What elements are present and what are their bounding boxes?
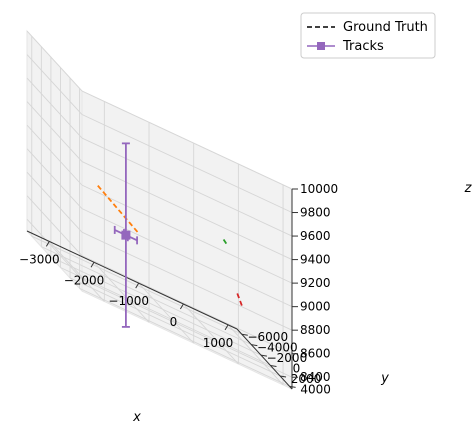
x-tick-label: 1000 (203, 336, 234, 350)
z-grid-line-left (26, 218, 83, 280)
z-grid-line-left (26, 171, 83, 233)
x-tick-mark (90, 262, 95, 268)
x-tick-mark (45, 241, 50, 247)
z-tick-label: 9800 (300, 206, 331, 220)
z-tick-label: 9600 (300, 229, 331, 243)
y-tick-mark (289, 385, 296, 388)
grid-lines (26, 30, 293, 387)
z-grid-line-back (81, 255, 293, 355)
legend: Ground Truth Tracks (300, 12, 436, 59)
y-grid-line-floor (41, 246, 252, 346)
z-grid-line-left (26, 101, 83, 162)
z-grid-line-back (81, 90, 293, 190)
z-tick-label: 8400 (300, 370, 331, 384)
y-tick-label: −2000 (267, 351, 308, 365)
ground-truth-line (97, 185, 140, 235)
z-grid-line-left (26, 148, 83, 209)
z-grid-line-left (26, 195, 83, 257)
legend-tracks-marker (317, 42, 325, 50)
y-tick-label: 2000 (291, 372, 322, 386)
y-tick-mark (260, 354, 267, 357)
z-grid-line-back (81, 137, 293, 237)
data-series (97, 142, 243, 328)
z-grid-line-back (81, 114, 293, 213)
z-grid-line-left (26, 77, 83, 139)
x-tick-mark (224, 324, 229, 331)
legend-tracks-label: Tracks (342, 39, 384, 54)
y-grid-line-floor (50, 256, 262, 356)
y-tick-label: −6000 (247, 330, 288, 344)
y-axis-line (236, 328, 293, 390)
y-tick-label: −4000 (257, 341, 298, 355)
y-tick-mark (241, 333, 248, 336)
x-tick-label: 0 (170, 315, 178, 329)
x-grid-line-floor (49, 241, 105, 302)
x-tick-label: −3000 (19, 252, 60, 266)
legend-ground-truth-label: Ground Truth (343, 20, 428, 35)
y-axis-label: y (380, 371, 389, 386)
x-grid-line-floor (138, 282, 195, 344)
track-marker (121, 230, 131, 240)
x-grid-line-floor (183, 303, 239, 365)
x-tick-label: −1000 (108, 294, 149, 308)
y-grid-line-floor (60, 267, 271, 366)
z-tick-label: 9400 (300, 253, 331, 267)
z-grid-line-left (26, 124, 83, 186)
y-grid-line-floor (69, 277, 281, 377)
y-tick-mark (279, 375, 287, 378)
z-grid-line-back (81, 278, 293, 378)
x-grid-line-floor (93, 261, 150, 323)
z-tick-label: 10000 (300, 182, 338, 196)
z-tick-label: 9000 (300, 300, 331, 314)
axis-lines (26, 189, 293, 390)
x-axis-label: x (132, 410, 141, 425)
z-tick-label: 8800 (300, 323, 331, 337)
x-tick-mark (135, 282, 140, 289)
x-axis-line (26, 230, 238, 330)
y-tick-label: 0 (293, 362, 301, 376)
x-grid-line-floor (227, 324, 284, 386)
z-grid-line-back (81, 184, 293, 284)
z-grid-line-back (81, 231, 293, 331)
y-tick-mark (270, 365, 277, 368)
z-axis-label: z (464, 181, 473, 196)
z-grid-line-back (81, 208, 293, 308)
y-tick-label: 4000 (300, 382, 331, 396)
z-grid-line-back (81, 161, 293, 260)
z-grid-line-left (26, 30, 83, 92)
y-grid-line-floor (79, 287, 290, 387)
ground-truth-line (236, 293, 243, 307)
x-tick-mark (179, 303, 184, 310)
x-tick-label: −2000 (64, 273, 105, 287)
ground-truth-line (222, 238, 228, 245)
z-tick-label: 9200 (300, 276, 331, 290)
y-tick-mark (251, 344, 258, 347)
y-grid-line-floor (31, 235, 242, 335)
z-tick-label: 8600 (300, 347, 331, 361)
z-grid-line-left (26, 54, 83, 115)
